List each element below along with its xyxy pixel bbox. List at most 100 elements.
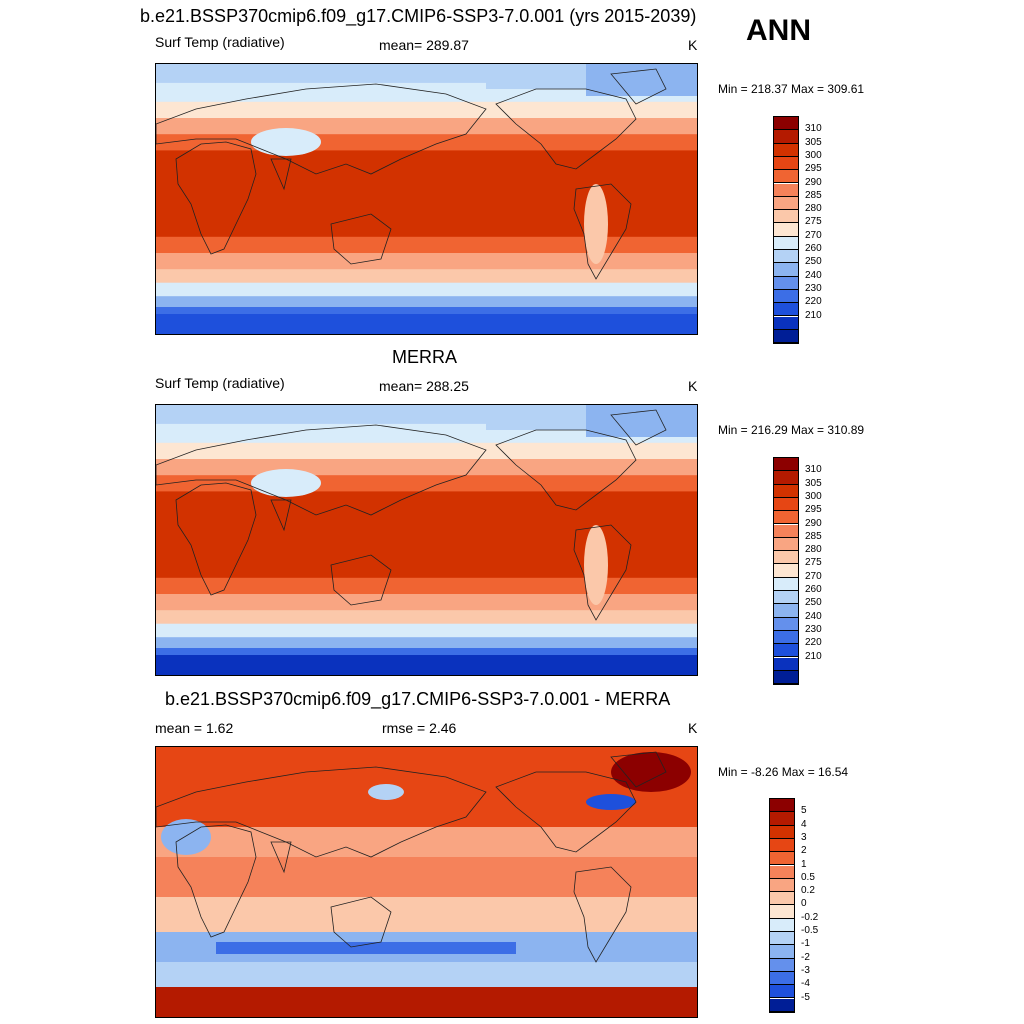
- panel-model-colorbar-tick-label: 240: [805, 269, 822, 281]
- panel-diff-colorbar-swatch: [770, 825, 794, 839]
- panel-diff-colorbar-tick-label: -4: [801, 978, 810, 990]
- panel-diff-colorbar-tick-label: 4: [801, 818, 807, 830]
- panel-model-colorbar-tick-label: 285: [805, 189, 822, 201]
- map-field-graphic: [156, 405, 697, 675]
- panel-diff-colorbar-swatch: [770, 918, 794, 932]
- panel-model-colorbar-swatch: [774, 143, 798, 157]
- panel-obs-colorbar-swatch: [774, 537, 798, 552]
- panel-obs-colorbar-swatch: [774, 497, 798, 512]
- panel-model-colorbar-tick-label: 260: [805, 243, 822, 254]
- panel-diff-colorbar-tick-label: 0.2: [801, 885, 815, 897]
- panel-model-colorbar-swatch: [774, 130, 798, 144]
- panel-obs-colorbar-swatch: [774, 564, 798, 578]
- panel-diff-colorbar-swatch: [770, 905, 794, 919]
- panel-diff-colorbar-swatch: [770, 998, 794, 1012]
- panel-diff-colorbar-swatch: [770, 892, 794, 906]
- panel-model-colorbar-swatch: [774, 156, 798, 171]
- panel-model-colorbar-swatch: [774, 196, 798, 211]
- panel-model-colorbar-swatch: [774, 250, 798, 264]
- panel-diff-colorbar-tick-label: 3: [801, 831, 807, 843]
- panel-model-colorbar-swatch: [774, 276, 798, 290]
- panel-model-minmax: Min = 218.37 Max = 309.61: [718, 82, 865, 96]
- panel-model-colorbar-swatch: [774, 289, 798, 304]
- panel-diff-colorbar-swatch: [770, 838, 794, 853]
- panel-model-colorbar-tick-label: 290: [805, 176, 822, 188]
- panel-obs-colorbar-swatch: [774, 551, 798, 565]
- panel-obs-colorbar-swatch: [774, 644, 798, 658]
- panel-model-units: K: [688, 37, 698, 53]
- panel-obs-colorbar-box: [773, 457, 799, 686]
- panel-obs-colorbar-tick-label: 210: [805, 650, 822, 662]
- panel-obs-colorbar-swatch: [774, 617, 798, 631]
- panel-obs-colorbar-swatch: [774, 524, 798, 538]
- panel-obs-colorbar-swatch: [774, 591, 798, 605]
- panel-obs-colorbar-tick-label: 230: [805, 623, 822, 635]
- panel-diff-colorbar-swatch: [770, 878, 794, 893]
- panel-diff-colorbar-box: [769, 798, 795, 1013]
- panel-diff-colorbar-tick-label: 1: [801, 858, 807, 870]
- panel-obs-colorbar-tick-label: 220: [805, 637, 822, 649]
- panel-model-colorbar-tick-label: 250: [805, 256, 822, 268]
- panel-model-colorbar-tick-label: 295: [805, 163, 822, 175]
- panel-obs-map: [155, 404, 698, 676]
- panel-model-colorbar-swatch: [774, 117, 798, 131]
- map-field-graphic: [156, 64, 697, 334]
- panel-diff-colorbar-swatch: [770, 932, 794, 946]
- panel-model-colorbar-swatch: [774, 329, 798, 344]
- panel-model-colorbar-swatch: [774, 236, 798, 250]
- panel-model-colorbar-tick-label: 210: [805, 309, 822, 321]
- panel-obs-colorbar-tick-label: 285: [805, 530, 822, 542]
- panel-obs-colorbar-swatch: [774, 458, 798, 472]
- panel-obs-colorbar-tick-label: 275: [805, 557, 822, 569]
- panel-diff-colorbar-tick-label: -2: [801, 951, 810, 963]
- panel-model-variable: Surf Temp (radiative): [155, 34, 285, 50]
- panel-model-colorbar-swatch: [774, 223, 798, 237]
- panel-model-colorbar-tick-label: 280: [805, 203, 822, 215]
- season-label: ANN: [746, 14, 811, 47]
- panel-diff-colorbar-tick-label: 2: [801, 845, 807, 857]
- panel-obs-title: MERRA: [392, 347, 458, 367]
- panel-obs-mean: mean= 288.25: [379, 378, 469, 394]
- panel-model-colorbar-tick-label: 310: [805, 123, 822, 135]
- panel-obs-colorbar-tick-label: 295: [805, 504, 822, 516]
- panel-diff-rmse: rmse = 2.46: [382, 720, 457, 736]
- panel-diff-colorbar-swatch: [770, 799, 794, 813]
- panel-diff-colorbar-swatch: [770, 985, 794, 999]
- panel-diff-units: K: [688, 720, 698, 736]
- panel-diff-colorbar-swatch: [770, 812, 794, 826]
- panel-diff-colorbar-tick-label: 0.5: [801, 871, 815, 883]
- panel-model-colorbar-swatch: [774, 183, 798, 197]
- panel-obs-colorbar-tick-label: 260: [805, 584, 822, 595]
- panel-model-map: [155, 63, 698, 335]
- panel-diff-colorbar-tick-label: -5: [801, 991, 810, 1003]
- panel-obs-colorbar-tick-label: 310: [805, 464, 822, 476]
- panel-obs-colorbar-swatch: [774, 604, 798, 618]
- panel-obs-colorbar-swatch: [774, 670, 798, 685]
- panel-diff-colorbar-tick-label: -3: [801, 964, 810, 976]
- panel-diff-colorbar-swatch: [770, 958, 794, 972]
- panel-model-colorbar-swatch: [774, 303, 798, 317]
- panel-obs-variable: Surf Temp (radiative): [155, 375, 285, 391]
- panel-diff-colorbar-tick-label: 0: [801, 898, 807, 910]
- panel-obs-colorbar-tick-label: 300: [805, 490, 822, 502]
- panel-obs-colorbar-tick-label: 280: [805, 544, 822, 556]
- panel-obs-colorbar-swatch: [774, 630, 798, 645]
- panel-obs-colorbar-swatch: [774, 471, 798, 485]
- panel-model-colorbar-tick-label: 275: [805, 216, 822, 228]
- panel-obs-colorbar-swatch: [774, 511, 798, 525]
- panel-obs-colorbar-tick-label: 270: [805, 570, 822, 582]
- panel-obs-minmax: Min = 216.29 Max = 310.89: [718, 423, 865, 437]
- panel-diff-minmax: Min = -8.26 Max = 16.54: [718, 765, 849, 779]
- panel-obs-colorbar-tick-label: 240: [805, 610, 822, 622]
- panel-model-colorbar-box: [773, 116, 799, 345]
- panel-diff-colorbar-swatch: [770, 852, 794, 866]
- panel-model-colorbar-swatch: [774, 316, 798, 330]
- panel-obs-colorbar-tick-label: 290: [805, 517, 822, 529]
- map-field-graphic: [156, 747, 697, 1017]
- panel-diff-title: b.e21.BSSP370cmip6.f09_g17.CMIP6-SSP3-7.…: [165, 689, 671, 709]
- panel-model-colorbar-swatch: [774, 170, 798, 184]
- panel-diff-colorbar-tick-label: -0.5: [801, 925, 819, 936]
- panel-model-colorbar-tick-label: 300: [805, 149, 822, 161]
- panel-obs-colorbar-tick-label: 305: [805, 477, 822, 489]
- panel-model-colorbar-swatch: [774, 263, 798, 277]
